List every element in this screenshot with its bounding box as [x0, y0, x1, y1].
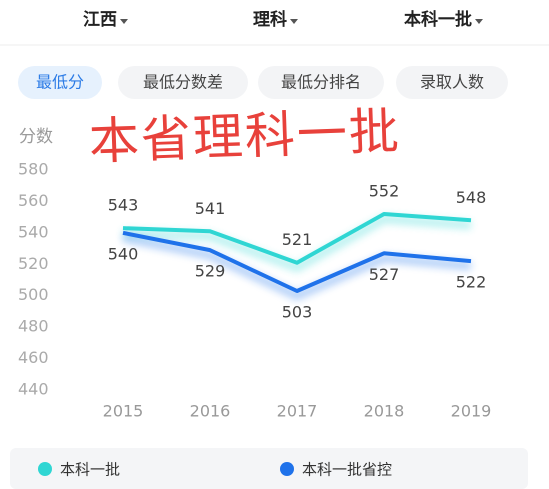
y-tick-label: 560 [18, 191, 49, 210]
data-label: 540 [108, 244, 139, 263]
data-label: 522 [456, 273, 487, 292]
series-line [122, 212, 472, 265]
tab-background [396, 66, 508, 99]
data-label: 543 [108, 196, 139, 215]
tab[interactable]: 最低分排名 [258, 66, 384, 99]
filter-dropdown[interactable]: 理科 [253, 9, 298, 30]
x-tick-label: 2017 [277, 402, 318, 421]
tab-background [258, 66, 384, 99]
y-tick-label: 520 [18, 254, 49, 273]
data-label: 529 [195, 262, 226, 281]
y-tick-label: 480 [18, 317, 49, 336]
legend-box [10, 448, 528, 489]
tab[interactable]: 最低分 [18, 66, 102, 99]
line-glow [122, 214, 472, 273]
filter-dropdown[interactable]: 本科一批 [404, 9, 483, 30]
data-label: 552 [369, 182, 400, 201]
tab-label[interactable]: 最低分 [36, 73, 84, 92]
legend-marker [38, 462, 52, 476]
data-label: 503 [282, 303, 313, 322]
dropdown-arrow [120, 19, 128, 24]
data-label: 521 [282, 230, 313, 249]
y-tick-label: 440 [18, 380, 49, 399]
data-label: 527 [369, 265, 400, 284]
overlay-text: 本省理科一批 [88, 102, 402, 171]
filter-label[interactable]: 江西 [83, 10, 117, 30]
x-tick-label: 2018 [364, 402, 405, 421]
tab-background [18, 66, 102, 99]
y-tick-label: 540 [18, 222, 49, 241]
x-tick-label: 2019 [451, 402, 492, 421]
tab-background [118, 66, 248, 99]
tab-label[interactable]: 最低分排名 [281, 73, 361, 92]
data-label: 541 [195, 199, 226, 218]
filter-label[interactable]: 本科一批 [404, 9, 472, 30]
y-tick-label: 500 [18, 285, 49, 304]
dropdown-arrow [475, 19, 483, 24]
y-axis-label: 分数 [19, 127, 53, 147]
legend-label: 本科一批 [60, 461, 120, 479]
x-tick-label: 2016 [190, 402, 231, 421]
legend-marker [280, 462, 294, 476]
series-line [122, 230, 472, 293]
y-tick-label: 580 [18, 160, 49, 179]
tab[interactable]: 录取人数 [396, 66, 508, 99]
dropdown-arrow [290, 19, 298, 24]
tab-label[interactable]: 最低分数差 [143, 73, 223, 92]
tab-label[interactable]: 录取人数 [420, 73, 484, 92]
filter-dropdown[interactable]: 江西 [83, 10, 128, 30]
filter-label[interactable]: 理科 [253, 9, 287, 30]
x-tick-label: 2015 [103, 402, 144, 421]
line-glow [122, 233, 472, 301]
legend-label: 本科一批省控 [302, 461, 392, 479]
data-label: 548 [456, 188, 487, 207]
y-tick-label: 460 [18, 348, 49, 367]
tab[interactable]: 最低分数差 [118, 66, 248, 99]
